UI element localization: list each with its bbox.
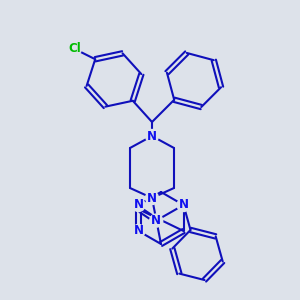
- Circle shape: [146, 130, 158, 142]
- Text: N: N: [134, 224, 143, 238]
- Circle shape: [132, 224, 145, 238]
- Text: Cl: Cl: [69, 42, 82, 55]
- Text: N: N: [147, 191, 157, 205]
- Text: N: N: [147, 130, 157, 142]
- Circle shape: [132, 199, 145, 212]
- Circle shape: [177, 199, 190, 212]
- Circle shape: [150, 214, 163, 227]
- Text: N: N: [134, 199, 143, 212]
- Text: N: N: [151, 214, 161, 227]
- Circle shape: [69, 42, 82, 55]
- Text: N: N: [178, 199, 188, 212]
- Circle shape: [146, 191, 158, 205]
